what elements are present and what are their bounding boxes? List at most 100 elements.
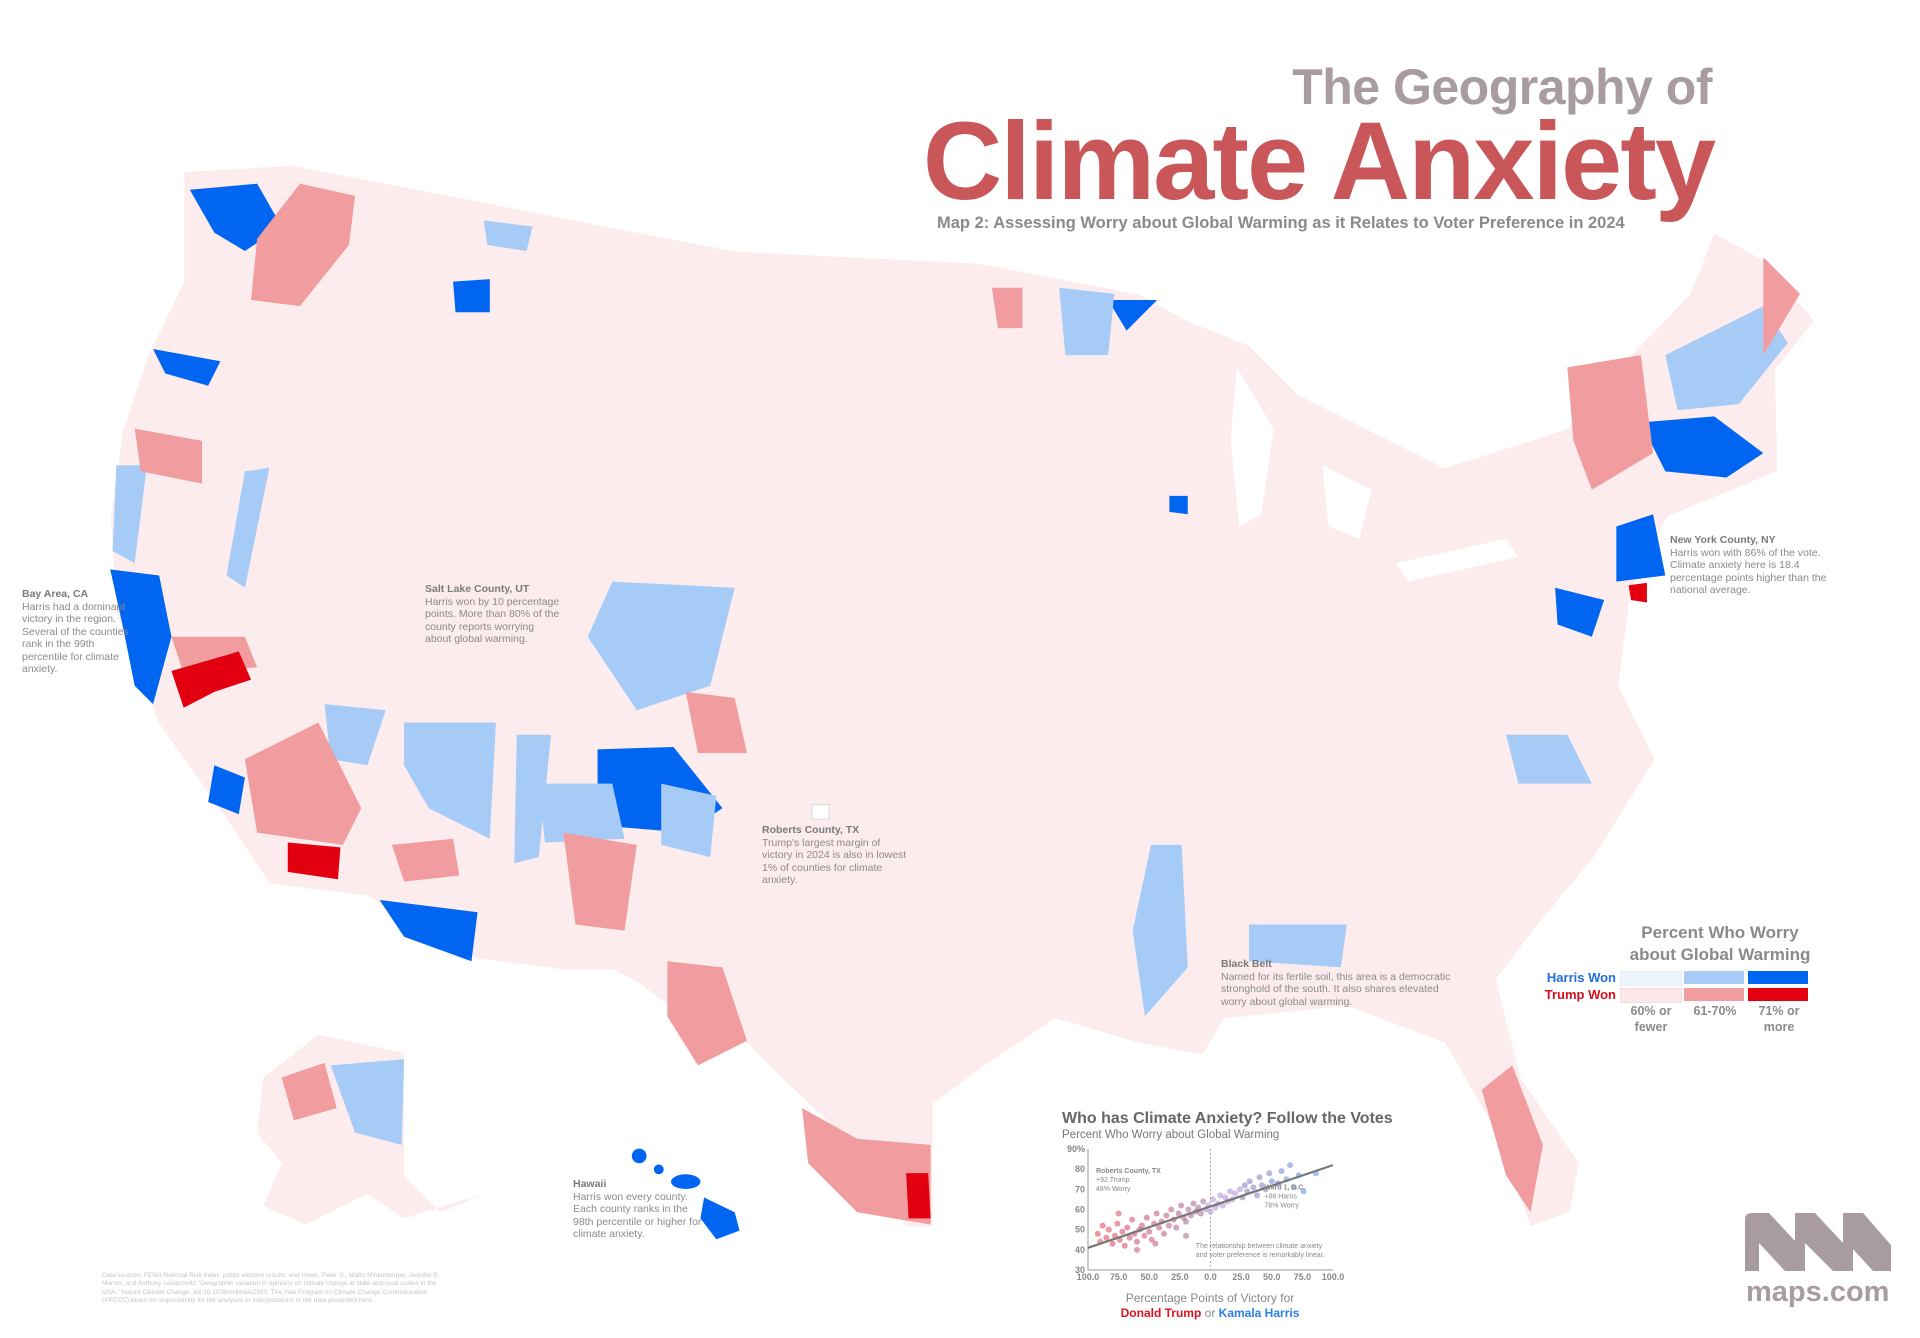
scatter-point [1217,1192,1224,1199]
y-tick-label: 30 [1075,1265,1085,1275]
y-tick-label: 40 [1075,1245,1085,1255]
scatter-point [1246,1178,1253,1185]
scatter-point [1126,1234,1133,1241]
scatter-point [1153,1210,1160,1217]
scatter-point [1115,1210,1122,1217]
legend-bin-label: 60% or fewer [1630,1004,1672,1034]
scatter-point [1105,1226,1112,1233]
legend-swatch-harris-mid [1684,971,1744,984]
scatter-point [1227,1188,1234,1195]
scatter-chart: 30 40 50 60 70 80 90% 100.0 75.0 50.0 25.0 0.0 25.0 5… [1067,1144,1345,1282]
legend-swatch-harris-high [1748,971,1808,984]
annotation-dc-line: 78% Worry [1264,1202,1299,1209]
annotation-title: Salt Lake County, UT [425,583,530,595]
alaska-red-county [281,1062,337,1121]
title-line-1: The Geography of [1292,59,1712,115]
scatter-point [1197,1210,1204,1217]
x-tick-label: 75.0 [1294,1272,1312,1282]
legend-swatch-harris-low [1620,971,1682,986]
legend-bin-label: 71% or more [1758,1004,1800,1034]
scatter-point [1207,1208,1214,1215]
scatter-point [1143,1214,1150,1221]
scatter-point [1278,1168,1285,1175]
annotation-dc-title: Ward 1, D.C. [1264,1184,1305,1191]
scatter-point [1232,1190,1238,1197]
scatter-point [1175,1210,1182,1217]
x-tick-label: 50.0 [1263,1272,1281,1282]
scatter-point [1163,1212,1170,1219]
scatter-point [1138,1222,1145,1229]
annotation-title: New York County, NY [1670,534,1776,546]
annotation-title: Hawaii [573,1178,607,1190]
map-subtitle: Map 2: Assessing Worry about Global Warm… [937,214,1625,232]
annotation-roberts-line: 48% Worry [1096,1186,1131,1193]
hawaii-islands [631,1148,740,1240]
annotation-title: Roberts County, TX [762,824,860,836]
scatter-point [1258,1182,1265,1189]
legend-swatch-trump-mid [1684,988,1744,1001]
annotation-title: Bay Area, CA [22,588,89,600]
chart-y-label: Percent Who Worry about Global Warming [1062,1129,1280,1141]
annotation-new-york-county: New York County, NY Harris won with 86% … [1670,534,1855,597]
y-tick-label: 60 [1075,1205,1085,1215]
annotation-title: Black Belt [1221,958,1272,970]
chart-title: Who has Climate Anxiety? Follow the Vote… [1062,1110,1393,1127]
scatter-point [1200,1198,1207,1205]
roberts-county-tx-marker [811,803,830,820]
scatter-point [1134,1246,1140,1253]
legend-swatch-trump-high [1748,988,1808,1001]
scatter-point [1173,1224,1180,1231]
y-tick-label: 90% [1067,1144,1085,1154]
annotation-body: Harris had a dominant victory in the reg… [22,600,129,676]
trend-line [1087,1164,1334,1249]
annotation-body: Harris won by 10 percentage points. More… [425,595,560,646]
annotation-hawaii: Hawaii Harris won every county. Each cou… [573,1178,703,1241]
annotation-body: Named for its fertile soil, this area is… [1221,970,1451,1008]
annotation-body: Trump's largest margin of victory in 202… [762,836,907,887]
legend-title-line-2: about Global Warming [1629,945,1811,964]
scatter-point [1250,1184,1257,1191]
annotation-salt-lake: Salt Lake County, UT Harris won by 10 pe… [425,583,560,646]
scatter-point [1129,1216,1136,1223]
x-tick-label: 50.0 [1140,1272,1158,1282]
annotation-bay-area: Bay Area, CA Harris had a dominant victo… [22,588,132,676]
x-tick-label: 75.0 [1110,1272,1128,1282]
annotation-roberts-title: Roberts County, TX [1096,1168,1161,1175]
trump-high-worry-counties [171,582,1647,1219]
scatter-point [1290,1184,1297,1191]
annotation-linear-line: The relationship between climate anxiety [1196,1243,1323,1250]
harris-mid-worry-counties [112,220,1788,1017]
scatter-point [1300,1188,1307,1195]
x-label-trump: Donald Trump [1120,1306,1202,1320]
x-label-harris: Kamala Harris [1218,1306,1300,1320]
annotation-black-belt: Black Belt Named for its fertile soil, t… [1221,958,1456,1008]
x-tick-label: 100.0 [1322,1272,1345,1282]
scatter-point [1109,1240,1116,1247]
scatter-point [1094,1230,1101,1237]
annotation-body: Harris won with 86% of the vote. Climate… [1670,546,1827,597]
scatter-point [1222,1194,1229,1201]
legend-swatch-trump-low [1620,988,1682,1003]
scatter-point [1152,1240,1159,1247]
scatter-point [1209,1196,1216,1203]
scatter-point [1168,1206,1175,1213]
scatter-point [1254,1192,1261,1199]
harris-high-worry-counties [110,183,1764,962]
x-tick-label: 25.0 [1171,1272,1189,1282]
chart-x-label-candidates: Donald Trump or Kamala Harris [1040,1306,1380,1321]
annotation-body: Harris won every county. Each county ran… [573,1190,702,1241]
annotation-roberts-county: Roberts County, TX Trump's largest margi… [762,824,912,887]
scatter-point [1121,1242,1128,1249]
y-tick-label: 50 [1075,1225,1085,1235]
legend-title: Percent Who Worry about Global Warming [1600,922,1840,966]
scatter-point [1119,1228,1126,1235]
y-tick-label: 80 [1075,1164,1085,1174]
x-tick-label: 100.0 [1077,1272,1100,1282]
scatter-point [1134,1238,1140,1245]
trump-mid-worry-counties [134,183,1801,1225]
annotation-roberts-line: +92 Trump [1096,1177,1130,1184]
scatter-point [1178,1202,1185,1209]
scatter-point [1160,1230,1167,1237]
great-lakes [1230,367,1519,582]
scatter-point [1156,1224,1163,1231]
